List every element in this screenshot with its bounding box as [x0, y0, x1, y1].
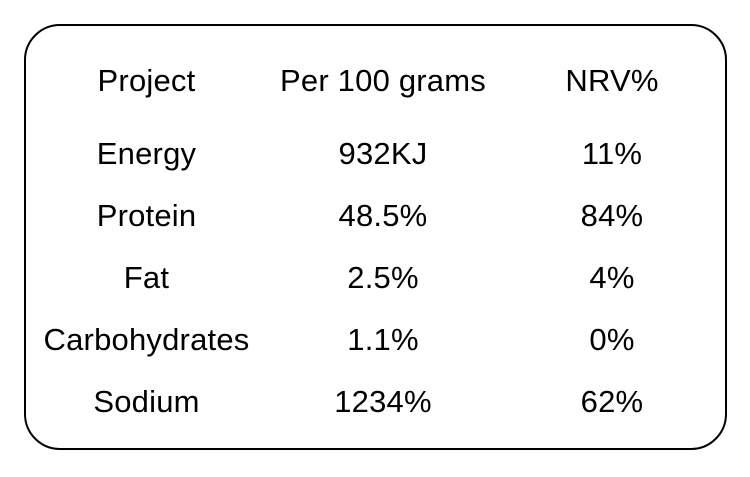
- header-cell-nrv-percent: NRV%: [565, 62, 659, 98]
- table-row-sodium: Sodium 1234% 62%: [26, 370, 725, 432]
- table-header-row: Project Per 100 grams NRV%: [26, 54, 725, 106]
- table-row-fat: Fat 2.5% 4%: [26, 246, 725, 308]
- fat-label: Fat: [123, 259, 170, 295]
- energy-per-100g-value: 932KJ: [338, 135, 428, 171]
- sodium-nrv-value: 62%: [580, 383, 644, 419]
- energy-label: Energy: [96, 135, 197, 171]
- energy-nrv-value: 11%: [581, 135, 643, 171]
- protein-per-100g-value: 48.5%: [338, 197, 428, 233]
- protein-nrv-value: 84%: [580, 197, 644, 233]
- table-row-protein: Protein 48.5% 84%: [26, 184, 725, 246]
- nutrition-facts-card: Project Per 100 grams NRV% Energy 932KJ …: [24, 24, 727, 450]
- header-cell-project: Project: [97, 62, 196, 98]
- carbohydrates-per-100g-value: 1.1%: [347, 321, 419, 357]
- table-row-carbohydrates: Carbohydrates 1.1% 0%: [26, 308, 725, 370]
- carbohydrates-nrv-value: 0%: [589, 321, 635, 357]
- header-cell-per-100-grams: Per 100 grams: [280, 62, 486, 98]
- sodium-per-100g-value: 1234%: [334, 383, 432, 419]
- fat-nrv-value: 4%: [589, 259, 635, 295]
- fat-per-100g-value: 2.5%: [347, 259, 419, 295]
- table-row-energy: Energy 932KJ 11%: [26, 122, 725, 184]
- carbohydrates-label: Carbohydrates: [43, 321, 250, 357]
- sodium-label: Sodium: [93, 383, 200, 419]
- protein-label: Protein: [96, 197, 197, 233]
